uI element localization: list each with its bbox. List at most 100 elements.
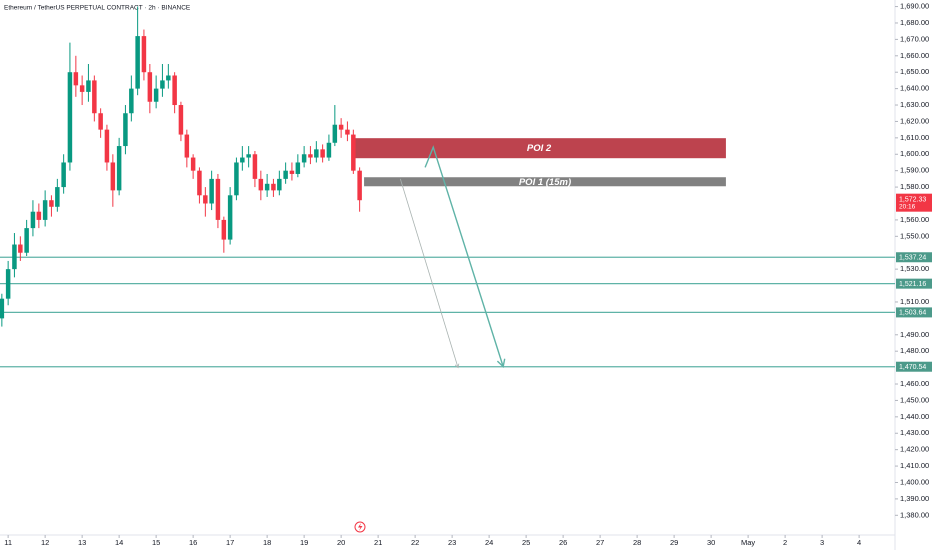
x-tick-label: 16: [189, 538, 197, 547]
candle-body: [73, 72, 79, 86]
candle-body: [135, 36, 140, 89]
candle-body: [36, 211, 42, 220]
level-label-bg: [896, 278, 932, 289]
y-tick-label: 1,490.00: [900, 330, 929, 339]
y-tick-label: 1,690.00: [900, 2, 929, 11]
y-tick-label: 1,400.00: [900, 477, 929, 486]
candle-body: [190, 157, 196, 171]
candle-body: [79, 85, 85, 92]
candle-body: [49, 200, 54, 207]
y-tick-label: 1,600.00: [900, 149, 929, 158]
x-tick-label: 26: [559, 538, 567, 547]
x-tick-label: 14: [115, 538, 123, 547]
candle-body: [166, 75, 171, 81]
y-tick-label: 1,420.00: [900, 445, 929, 454]
y-tick-label: 1,450.00: [900, 395, 929, 404]
candle-body: [258, 178, 264, 191]
candle-body: [42, 200, 48, 220]
x-tick-label: 4: [857, 538, 861, 547]
candle-body: [110, 162, 116, 191]
candle-body: [98, 113, 103, 130]
y-tick-label: 1,480.00: [900, 346, 929, 355]
y-tick-label: 1,590.00: [900, 166, 929, 175]
zone-label: POI 1 (15m): [519, 177, 571, 188]
x-tick-label: 17: [226, 538, 234, 547]
level-label-bg: [896, 361, 932, 372]
arrow: [399, 178, 459, 368]
y-tick-label: 1,670.00: [900, 34, 929, 43]
candle-body: [338, 124, 344, 130]
candle-body: [332, 124, 338, 143]
y-tick-label: 1,650.00: [900, 67, 929, 76]
zone-label: POI 2: [527, 143, 552, 154]
x-tick-label: 19: [300, 538, 308, 547]
y-tick-label: 1,550.00: [900, 231, 929, 240]
candle-body: [289, 170, 295, 174]
x-tick-label: 20: [337, 538, 345, 547]
candle-body: [326, 142, 332, 158]
y-tick-label: 1,580.00: [900, 182, 929, 191]
y-tick-label: 1,620.00: [900, 116, 929, 125]
candle-body: [264, 183, 270, 191]
candle-body: [197, 170, 202, 196]
level-label-bg: [896, 252, 932, 263]
x-tick-label: 23: [448, 538, 456, 547]
candle-body: [301, 154, 307, 163]
y-tick-label: 1,560.00: [900, 215, 929, 224]
candle-body: [86, 80, 91, 92]
candle-body: [240, 157, 245, 163]
arrow: [424, 145, 504, 367]
candle-body: [221, 219, 227, 240]
y-tick-label: 1,610.00: [900, 133, 929, 142]
candle-body: [92, 80, 97, 114]
candle-body: [172, 75, 177, 106]
candle-body: [178, 105, 184, 135]
candle-body: [277, 178, 282, 191]
candle-body: [123, 113, 128, 147]
candle-body: [184, 134, 190, 158]
candle-body: [12, 244, 17, 270]
candle-body: [129, 88, 134, 114]
last-price-label: 1,572.33: [899, 197, 926, 204]
candle-body: [147, 72, 153, 102]
candle-body: [320, 149, 325, 158]
level-label: 1,521.16: [899, 281, 926, 288]
x-tick-label: 29: [670, 538, 678, 547]
arrow-head: [454, 363, 460, 369]
x-tick-label: 27: [596, 538, 604, 547]
candle-body: [153, 88, 159, 102]
x-tick-label: May: [741, 538, 755, 547]
candle-body: [246, 154, 251, 158]
last-price-bg: [896, 193, 932, 212]
zone: [364, 177, 726, 187]
x-tick-label: 11: [4, 538, 12, 547]
level-label: 1,537.24: [899, 255, 926, 262]
candle-body: [160, 80, 165, 89]
candle-body: [314, 149, 319, 158]
x-tick-label: 25: [522, 538, 530, 547]
countdown-label: 20:16: [899, 203, 916, 210]
candle-body: [116, 146, 122, 191]
y-tick-label: 1,390.00: [900, 494, 929, 503]
x-tick-label: 12: [41, 538, 49, 547]
y-tick-label: 1,460.00: [900, 379, 929, 388]
candle-body: [30, 211, 36, 229]
y-tick-label: 1,440.00: [900, 412, 929, 421]
candle-body: [24, 228, 29, 253]
x-tick-label: 3: [820, 538, 824, 547]
y-tick-label: 1,380.00: [900, 510, 929, 519]
candle-body: [209, 178, 214, 204]
candle-body: [203, 195, 208, 204]
level-label: 1,503.64: [899, 310, 926, 317]
level-label-bg: [896, 307, 932, 318]
candle-body: [5, 269, 11, 299]
x-tick-label: 15: [152, 538, 160, 547]
candle-body: [61, 162, 66, 188]
candle-body: [67, 72, 73, 163]
y-tick-label: 1,410.00: [900, 461, 929, 470]
y-tick-label: 1,530.00: [900, 264, 929, 273]
candle-body: [283, 170, 288, 179]
candle-body: [252, 154, 258, 179]
y-tick-label: 1,630.00: [900, 100, 929, 109]
arrow-head: [496, 358, 506, 369]
